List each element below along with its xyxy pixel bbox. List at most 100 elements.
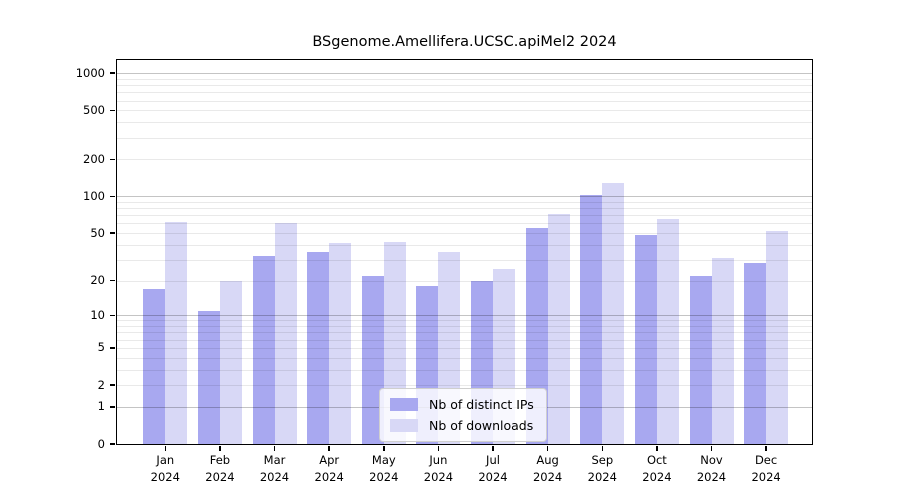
x-axis-tick-label: Jun 2024 xyxy=(423,453,454,484)
gridline-minor xyxy=(117,233,812,234)
gridline-minor xyxy=(117,122,812,124)
bar-downloads-dec xyxy=(766,230,789,444)
chart-title: BSgenome.Amellifera.UCSC.apiMel2 2024 xyxy=(312,34,617,50)
x-axis-tick-label: Oct 2024 xyxy=(642,453,672,484)
bar-distinct-ips-sep xyxy=(580,194,603,444)
bar-distinct-ips-dec xyxy=(744,263,767,444)
gridline-minor xyxy=(117,332,812,334)
x-axis-tick-label: Jul 2024 xyxy=(478,453,508,484)
gridline-major xyxy=(117,73,812,75)
y-axis-tick xyxy=(110,384,115,386)
bar-distinct-ips-feb xyxy=(197,310,220,444)
x-axis-tick xyxy=(656,446,658,451)
bar-distinct-ips-nov xyxy=(689,275,712,444)
gridline-minor xyxy=(117,159,812,161)
y-axis-tick-label: 100 xyxy=(83,188,105,203)
y-axis-tick xyxy=(110,314,115,317)
bar-distinct-ips-jan xyxy=(143,288,166,444)
x-axis-tick-label: Mar 2024 xyxy=(259,453,290,484)
legend-label-distinct-ips: Nb of distinct IPs xyxy=(429,397,534,412)
x-axis-tick xyxy=(383,446,385,451)
bar-downloads-jan xyxy=(165,221,188,444)
gridline-minor xyxy=(117,215,812,217)
gridline-minor xyxy=(117,339,812,341)
gridline-minor xyxy=(117,201,812,203)
gridline-minor xyxy=(117,92,812,94)
gridline-minor xyxy=(117,347,812,349)
x-axis-tick xyxy=(710,446,713,451)
gridline-minor xyxy=(117,357,812,359)
x-axis-tick xyxy=(328,446,330,451)
y-axis-tick xyxy=(110,347,115,349)
bar-downloads-nov xyxy=(711,258,734,444)
x-axis-tick-label: Aug 2024 xyxy=(532,453,563,484)
bar-distinct-ips-apr xyxy=(307,251,330,444)
y-axis-tick-label: 50 xyxy=(90,225,105,240)
x-axis-tick xyxy=(765,446,767,451)
legend-item-downloads: Nb of downloads xyxy=(390,418,534,433)
x-axis-tick xyxy=(546,446,549,451)
bar-distinct-ips-oct xyxy=(634,235,657,444)
y-axis-tick xyxy=(110,279,115,282)
x-axis-tick-label: Feb 2024 xyxy=(205,453,235,484)
gridline-minor xyxy=(117,326,812,328)
x-axis-tick xyxy=(164,446,167,451)
x-axis-tick xyxy=(601,446,604,451)
gridline-minor xyxy=(117,223,812,225)
gridline-minor xyxy=(117,208,812,210)
plot-area: Nb of distinct IPs Nb of downloads 0 1 2 5 1… xyxy=(76,59,813,484)
x-axis-tick xyxy=(437,446,440,451)
x-axis-tick xyxy=(273,446,276,451)
bar-downloads-apr xyxy=(329,243,352,444)
y-axis-tick xyxy=(110,158,115,161)
legend-swatch-distinct-ips xyxy=(390,398,418,411)
bar-downloads-feb xyxy=(219,280,242,444)
y-axis-tick-label: 1 xyxy=(97,399,105,414)
bar-downloads-sep xyxy=(602,183,625,444)
y-axis-tick-label: 5 xyxy=(97,340,105,355)
y-axis-tick-label: 2 xyxy=(97,377,105,392)
gridline-minor xyxy=(117,385,812,386)
gridline-minor xyxy=(117,85,812,87)
y-axis-tick-label: 500 xyxy=(83,102,105,117)
gridline-minor xyxy=(117,244,812,246)
y-axis-tick xyxy=(110,232,115,234)
gridline-major xyxy=(117,196,812,198)
y-axis-tick-label: 0 xyxy=(97,436,105,451)
x-axis-tick-label: May 2024 xyxy=(369,453,399,484)
bar-downloads-aug xyxy=(547,213,570,444)
legend: Nb of distinct IPs Nb of downloads xyxy=(379,388,547,442)
gridline-minor xyxy=(117,78,812,80)
gridline-minor xyxy=(117,280,812,282)
y-axis-tick xyxy=(110,443,115,445)
gridline-minor xyxy=(117,100,812,102)
y-axis-tick-label: 20 xyxy=(90,273,105,288)
x-axis-tick-label: Dec 2024 xyxy=(751,453,781,484)
y-axis-tick xyxy=(110,72,115,74)
gridline-minor xyxy=(117,110,812,112)
x-axis-tick-label: Sep 2024 xyxy=(587,453,617,484)
y-axis-tick-label: 10 xyxy=(90,307,105,322)
legend-swatch-downloads xyxy=(390,419,418,432)
gridline-minor xyxy=(117,259,812,261)
y-axis-tick-label: 200 xyxy=(83,151,105,166)
legend-label-downloads: Nb of downloads xyxy=(429,418,534,433)
gridline-minor xyxy=(117,137,812,139)
x-axis-tick-label: Nov 2024 xyxy=(696,453,727,484)
y-axis-tick xyxy=(110,406,115,408)
bar-distinct-ips-mar xyxy=(252,256,275,444)
gridline-major xyxy=(117,315,812,317)
y-axis-tick xyxy=(110,109,115,112)
y-axis-tick-label: 1000 xyxy=(75,65,105,80)
x-axis-tick-label: Jan 2024 xyxy=(150,453,180,484)
legend-item-distinct-ips: Nb of distinct IPs xyxy=(390,397,534,412)
gridline-minor xyxy=(117,369,812,371)
bar-downloads-oct xyxy=(656,219,679,444)
y-axis-tick xyxy=(110,195,115,198)
x-axis-tick xyxy=(219,446,221,451)
bar-distinct-ips-may xyxy=(361,275,384,444)
gridline-minor xyxy=(117,320,812,322)
x-axis-tick-label: Apr 2024 xyxy=(314,453,344,484)
x-axis-tick xyxy=(492,446,494,451)
